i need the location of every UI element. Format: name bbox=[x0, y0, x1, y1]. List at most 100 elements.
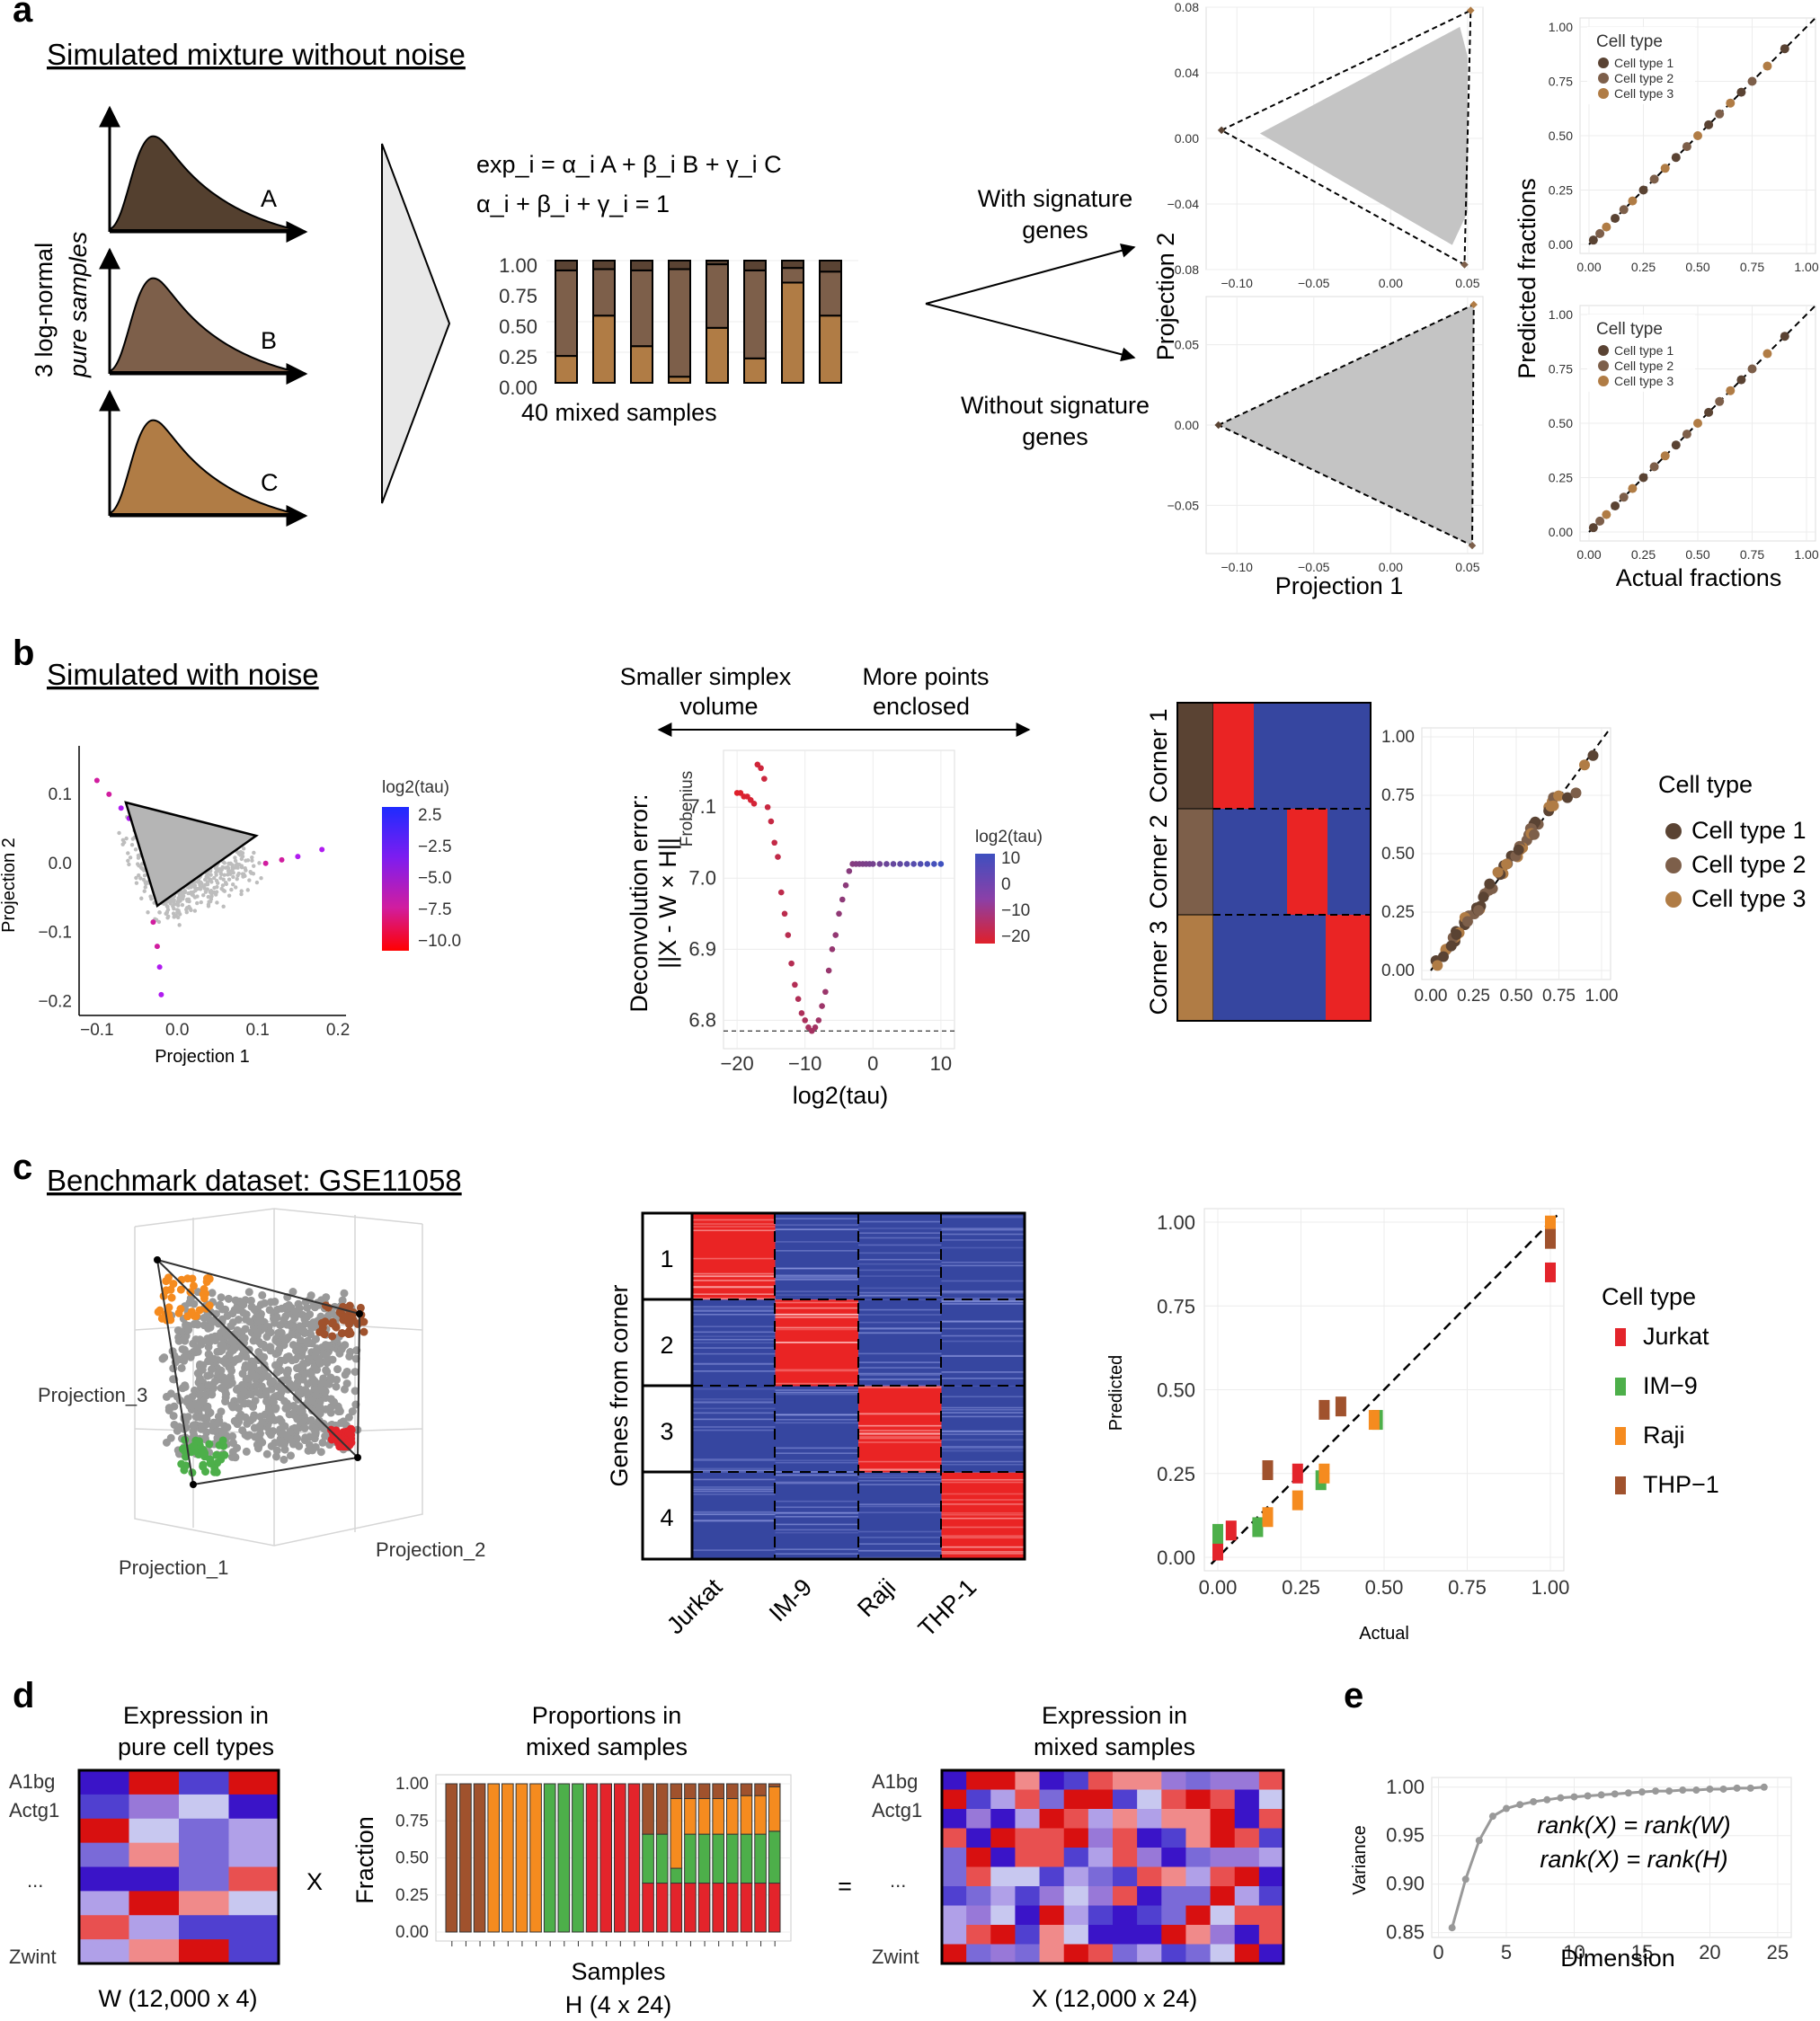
heat-stripe bbox=[692, 1490, 776, 1492]
b-colorbar-1: log2(tau) 2.5 −2.5 −5.0 −7.5 −10.0 bbox=[382, 778, 461, 951]
error-point bbox=[819, 1003, 825, 1009]
cluster-point bbox=[346, 1329, 355, 1338]
a-bar-ytick: 0.50 bbox=[499, 315, 537, 338]
grey-point bbox=[328, 1309, 337, 1318]
x-cell bbox=[1063, 1828, 1089, 1848]
fraction-bar-segment bbox=[557, 1783, 571, 1933]
grey-point bbox=[180, 1345, 189, 1354]
grey-point bbox=[339, 1417, 348, 1426]
heat-stripe bbox=[692, 1467, 776, 1470]
heat-stripe bbox=[692, 1418, 776, 1421]
w-cell bbox=[79, 1770, 129, 1795]
x-tick-label: 0.50 bbox=[1500, 987, 1533, 1006]
heat-row-label: 1 bbox=[660, 1245, 673, 1272]
heat-stripe bbox=[941, 1430, 1025, 1432]
h-xlabel: Samples bbox=[571, 1958, 665, 1985]
dist-letter-b: B bbox=[261, 327, 277, 354]
b-error-plot: −20 −10 0 10 7.1 7.0 6.9 6.8 bbox=[688, 749, 955, 1075]
grey-point bbox=[221, 1389, 230, 1398]
x-cell bbox=[1161, 1809, 1186, 1829]
heat-stripe bbox=[858, 1263, 942, 1265]
legend-item: Cell type 3 bbox=[1691, 885, 1807, 912]
grey-point bbox=[333, 1365, 342, 1374]
heat-stripe bbox=[941, 1340, 1025, 1343]
grey-point bbox=[300, 1423, 309, 1432]
c-scatter-ylabel: Predicted bbox=[1106, 1355, 1126, 1432]
grey-point bbox=[226, 877, 232, 882]
x-cell bbox=[1258, 1944, 1284, 1964]
tau-point bbox=[118, 805, 124, 811]
x-cell bbox=[1113, 1828, 1138, 1848]
x-cell bbox=[1088, 1809, 1114, 1829]
heat-row-label: 2 bbox=[660, 1332, 673, 1359]
grey-point bbox=[182, 1352, 191, 1361]
grey-point bbox=[275, 1345, 284, 1354]
fraction-point bbox=[1553, 790, 1565, 802]
scatter-point bbox=[1545, 1228, 1556, 1249]
c-3d-projection bbox=[134, 1208, 423, 1547]
heat-stripe bbox=[692, 1400, 776, 1403]
grey-point bbox=[322, 1352, 331, 1361]
heat-stripe bbox=[775, 1414, 858, 1415]
heat-stripe bbox=[941, 1396, 1025, 1398]
heat-stripe bbox=[775, 1342, 858, 1343]
w-cell bbox=[228, 1891, 280, 1916]
x-cell bbox=[1039, 1866, 1065, 1887]
x-cell bbox=[1234, 1770, 1260, 1790]
grey-point bbox=[142, 873, 147, 878]
heat-stripe bbox=[941, 1280, 1025, 1282]
error-point bbox=[931, 861, 937, 867]
mixture-bar-segment bbox=[668, 268, 691, 378]
x-gene-label: A1bg bbox=[872, 1770, 918, 1793]
w-gene-label: Actg1 bbox=[9, 1799, 59, 1822]
grey-point bbox=[183, 1413, 192, 1422]
fraction-bar-segment bbox=[670, 1783, 683, 1799]
side-label-line-1: 3 log-normal bbox=[31, 243, 58, 377]
projection-plot-without-signature: −0.10 −0.05 0.00 0.05 0.05 0.00 −0.05 bbox=[1167, 296, 1484, 574]
x-gene-label: Actg1 bbox=[872, 1799, 922, 1822]
with-signature-label: With signature bbox=[978, 185, 1133, 212]
heat-stripe bbox=[692, 1488, 776, 1491]
grey-point bbox=[304, 1397, 313, 1406]
grey-point bbox=[209, 1316, 218, 1325]
fraction-bar-segment bbox=[712, 1783, 724, 1799]
x-cell bbox=[1015, 1944, 1041, 1964]
fraction-bar-segment bbox=[515, 1783, 528, 1933]
x-tick-label: 0.00 bbox=[1199, 1576, 1238, 1599]
x-cell bbox=[1234, 1925, 1260, 1945]
equation-line-1: exp_i = α_i A + β_i B + γ_i C bbox=[476, 151, 782, 178]
cluster-point bbox=[176, 1285, 185, 1294]
x-cell bbox=[1015, 1770, 1041, 1790]
variance-point bbox=[1530, 1797, 1538, 1805]
grey-point bbox=[295, 1389, 304, 1398]
grey-point bbox=[293, 1372, 302, 1381]
cluster-point bbox=[176, 1305, 185, 1314]
mixture-bar-segment bbox=[555, 355, 578, 384]
y-tick-label: 1.00 bbox=[1381, 728, 1415, 747]
w-cell bbox=[79, 1842, 129, 1867]
error-point bbox=[937, 861, 945, 867]
fraction-bar-segment bbox=[740, 1795, 753, 1835]
fraction-point bbox=[1562, 792, 1573, 803]
mixture-bar-segment bbox=[668, 376, 691, 385]
y-tick-label: 0.25 bbox=[1157, 1463, 1195, 1485]
heat-stripe bbox=[941, 1537, 1025, 1538]
grey-point bbox=[249, 871, 253, 875]
grey-point bbox=[220, 883, 226, 888]
scatter-point bbox=[1545, 1262, 1556, 1282]
dist-letter-c: C bbox=[261, 469, 279, 496]
c-scatter-xlabel: Actual bbox=[1359, 1624, 1409, 1644]
grey-point bbox=[187, 1400, 196, 1409]
heat-stripe bbox=[775, 1523, 858, 1526]
a-bar-ytick: 0.00 bbox=[499, 377, 537, 399]
fraction-point bbox=[1693, 419, 1702, 428]
x-cell bbox=[1039, 1886, 1065, 1906]
grey-point bbox=[338, 1296, 347, 1305]
heat-stripe bbox=[775, 1529, 858, 1531]
heat-row-label: 4 bbox=[660, 1504, 673, 1531]
y-tick-label: 0.50 bbox=[1157, 1379, 1195, 1402]
grey-point bbox=[277, 1328, 286, 1337]
heat-col-label: Jurkat bbox=[661, 1573, 728, 1640]
fraction-bar-segment bbox=[726, 1883, 739, 1933]
x-caption: X (12,000 x 24) bbox=[1032, 1985, 1198, 2012]
